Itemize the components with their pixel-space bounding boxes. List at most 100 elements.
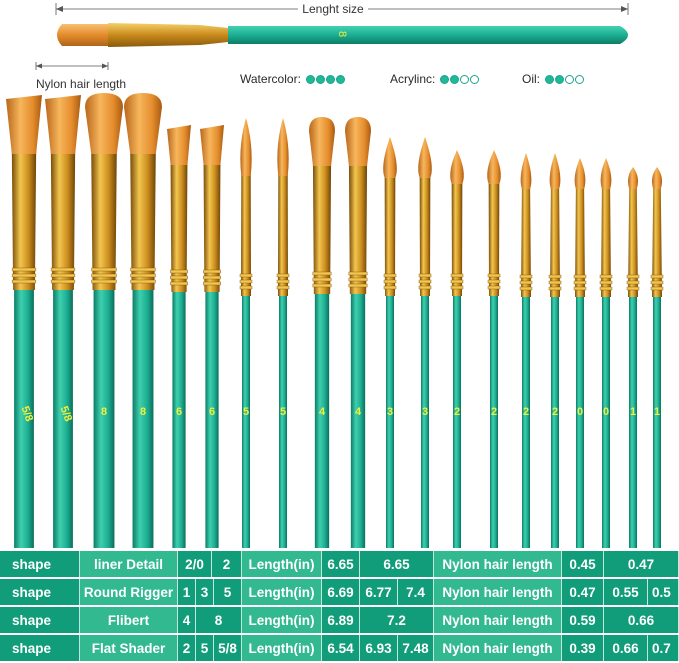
brush-handle (279, 296, 287, 548)
brush-crimp-ring (573, 274, 587, 279)
rating-dot-filled (315, 74, 325, 84)
size-cell: 5/8 (214, 635, 242, 661)
nylon-label-cell: Nylon hair length (434, 579, 562, 605)
size-cell: 2 (178, 635, 196, 661)
brush-18: 0 (599, 158, 613, 548)
brush-crimp-ring (650, 286, 664, 291)
brush-name-cell: Flibert (80, 607, 178, 633)
brush-crimp-ring (519, 286, 533, 291)
brush-number-label: 2 (523, 406, 529, 418)
brush-crimp-ring (130, 273, 156, 278)
brush-crimp-ring (573, 286, 587, 291)
brush-crimp-ring (276, 273, 290, 278)
brush-set-illustration: 5/8 5/8 8 8 6 6 5 5 4 4 3 3 2 2 2 2 0 0 1 1 (0, 90, 679, 548)
brush-ferrule (312, 164, 332, 294)
brush-16: 2 (548, 153, 562, 548)
brush-bristles (124, 93, 162, 154)
legend-oil: Oil: (522, 72, 584, 86)
brush-ferrule (488, 182, 500, 296)
brush-crimp-ring (11, 279, 37, 284)
brush-number-label: 5 (280, 406, 286, 418)
nylon-value-cell: 0.66 (604, 635, 648, 661)
brush-ferrule (170, 163, 188, 292)
brush-crimp-ring (599, 286, 613, 291)
brush-bristles (85, 93, 123, 154)
brush-6: 6 (200, 125, 224, 548)
nylon-value-cell: 0.59 (562, 607, 604, 633)
brush-crimp-ring (91, 273, 117, 278)
rating-dot-filled (545, 74, 554, 84)
brush-handle (205, 292, 219, 548)
brush-handle (93, 290, 115, 548)
rating-dot-empty (470, 74, 480, 84)
size-cell: 3 (196, 579, 214, 605)
nylon-value-cell: 0.45 (562, 551, 604, 577)
length-size-label: Lenght size (298, 2, 368, 16)
shape-cell: shape (0, 551, 80, 577)
brush-crimp-ring (203, 269, 221, 274)
brush-crimp-ring (348, 283, 368, 288)
brush-bristles (45, 95, 81, 154)
size-cell: 2/0 (178, 551, 212, 577)
length-value-cell: 6.65 (322, 551, 360, 577)
brush-ferrule (384, 176, 396, 296)
brush-crimp-ring (170, 269, 188, 274)
legend-oil-rating (545, 74, 584, 84)
length-label-cell: Length(in) (242, 551, 322, 577)
size-cell: 8 (196, 607, 242, 633)
length-value-cell: 7.48 (398, 635, 434, 661)
brush-ferrule (50, 152, 76, 290)
brush-bristles (6, 95, 42, 154)
brush-crimp-ring (450, 285, 464, 290)
brush-7: 5 (239, 118, 253, 548)
brush-crimp-ring (239, 273, 253, 278)
brush-crimp-ring (91, 279, 117, 284)
size-cell: 2 (212, 551, 242, 577)
brush-crimp-ring (312, 283, 332, 288)
brush-crimp-ring (312, 271, 332, 276)
brush-name-cell: liner Detail (80, 551, 178, 577)
brush-handle (551, 297, 559, 548)
brush-bristles (450, 150, 464, 184)
brush-crimp-ring (487, 285, 501, 290)
brush-number-label: 8 (101, 406, 107, 418)
brush-handle (14, 290, 34, 548)
brush-number-label: 2 (552, 406, 558, 418)
brush-20: 1 (650, 167, 664, 548)
nylon-value-cell: 0.39 (562, 635, 604, 661)
rating-dot-filled (325, 74, 335, 84)
brush-bristles (345, 117, 371, 166)
size-cell: 4 (178, 607, 196, 633)
brush-number-label: 3 (387, 406, 393, 418)
brush-number-label: 4 (319, 406, 326, 418)
brush-crimp-ring (91, 267, 117, 272)
brush-11: 3 (383, 137, 397, 548)
brush-crimp-ring (418, 273, 432, 278)
brush-crimp-ring (383, 273, 397, 278)
brush-crimp-ring (239, 279, 253, 284)
brush-name-cell: Round Rigger (80, 579, 178, 605)
nylon-label-cell: Nylon hair length (434, 551, 562, 577)
rating-dot-filled (555, 74, 564, 84)
brush-crimp-ring (450, 273, 464, 278)
brush-handle (386, 296, 394, 548)
brush-number-label: 3 (422, 406, 428, 418)
brush-crimp-ring (626, 286, 640, 291)
shape-cell: shape (0, 607, 80, 633)
brush-crimp-ring (487, 279, 501, 284)
brush-crimp-ring (276, 285, 290, 290)
brush-crimp-ring (383, 279, 397, 284)
length-value-cell: 6.89 (322, 607, 360, 633)
table-row: shape liner Detail 2/0 2 Length(in) 6.65… (0, 551, 679, 577)
brush-ferrule (575, 187, 585, 297)
legend-watercolor-label: Watercolor: (240, 72, 301, 86)
legend-watercolor-rating (305, 74, 345, 84)
rating-dot-empty (575, 74, 584, 84)
brush-crimp-ring (487, 273, 501, 278)
nylon-label-cell: Nylon hair length (434, 635, 562, 661)
brush-crimp-ring (170, 275, 188, 280)
brush-handle (653, 297, 661, 548)
brush-crimp-ring (650, 280, 664, 285)
length-value-cell: 7.2 (360, 607, 434, 633)
rating-dot-filled (305, 74, 315, 84)
